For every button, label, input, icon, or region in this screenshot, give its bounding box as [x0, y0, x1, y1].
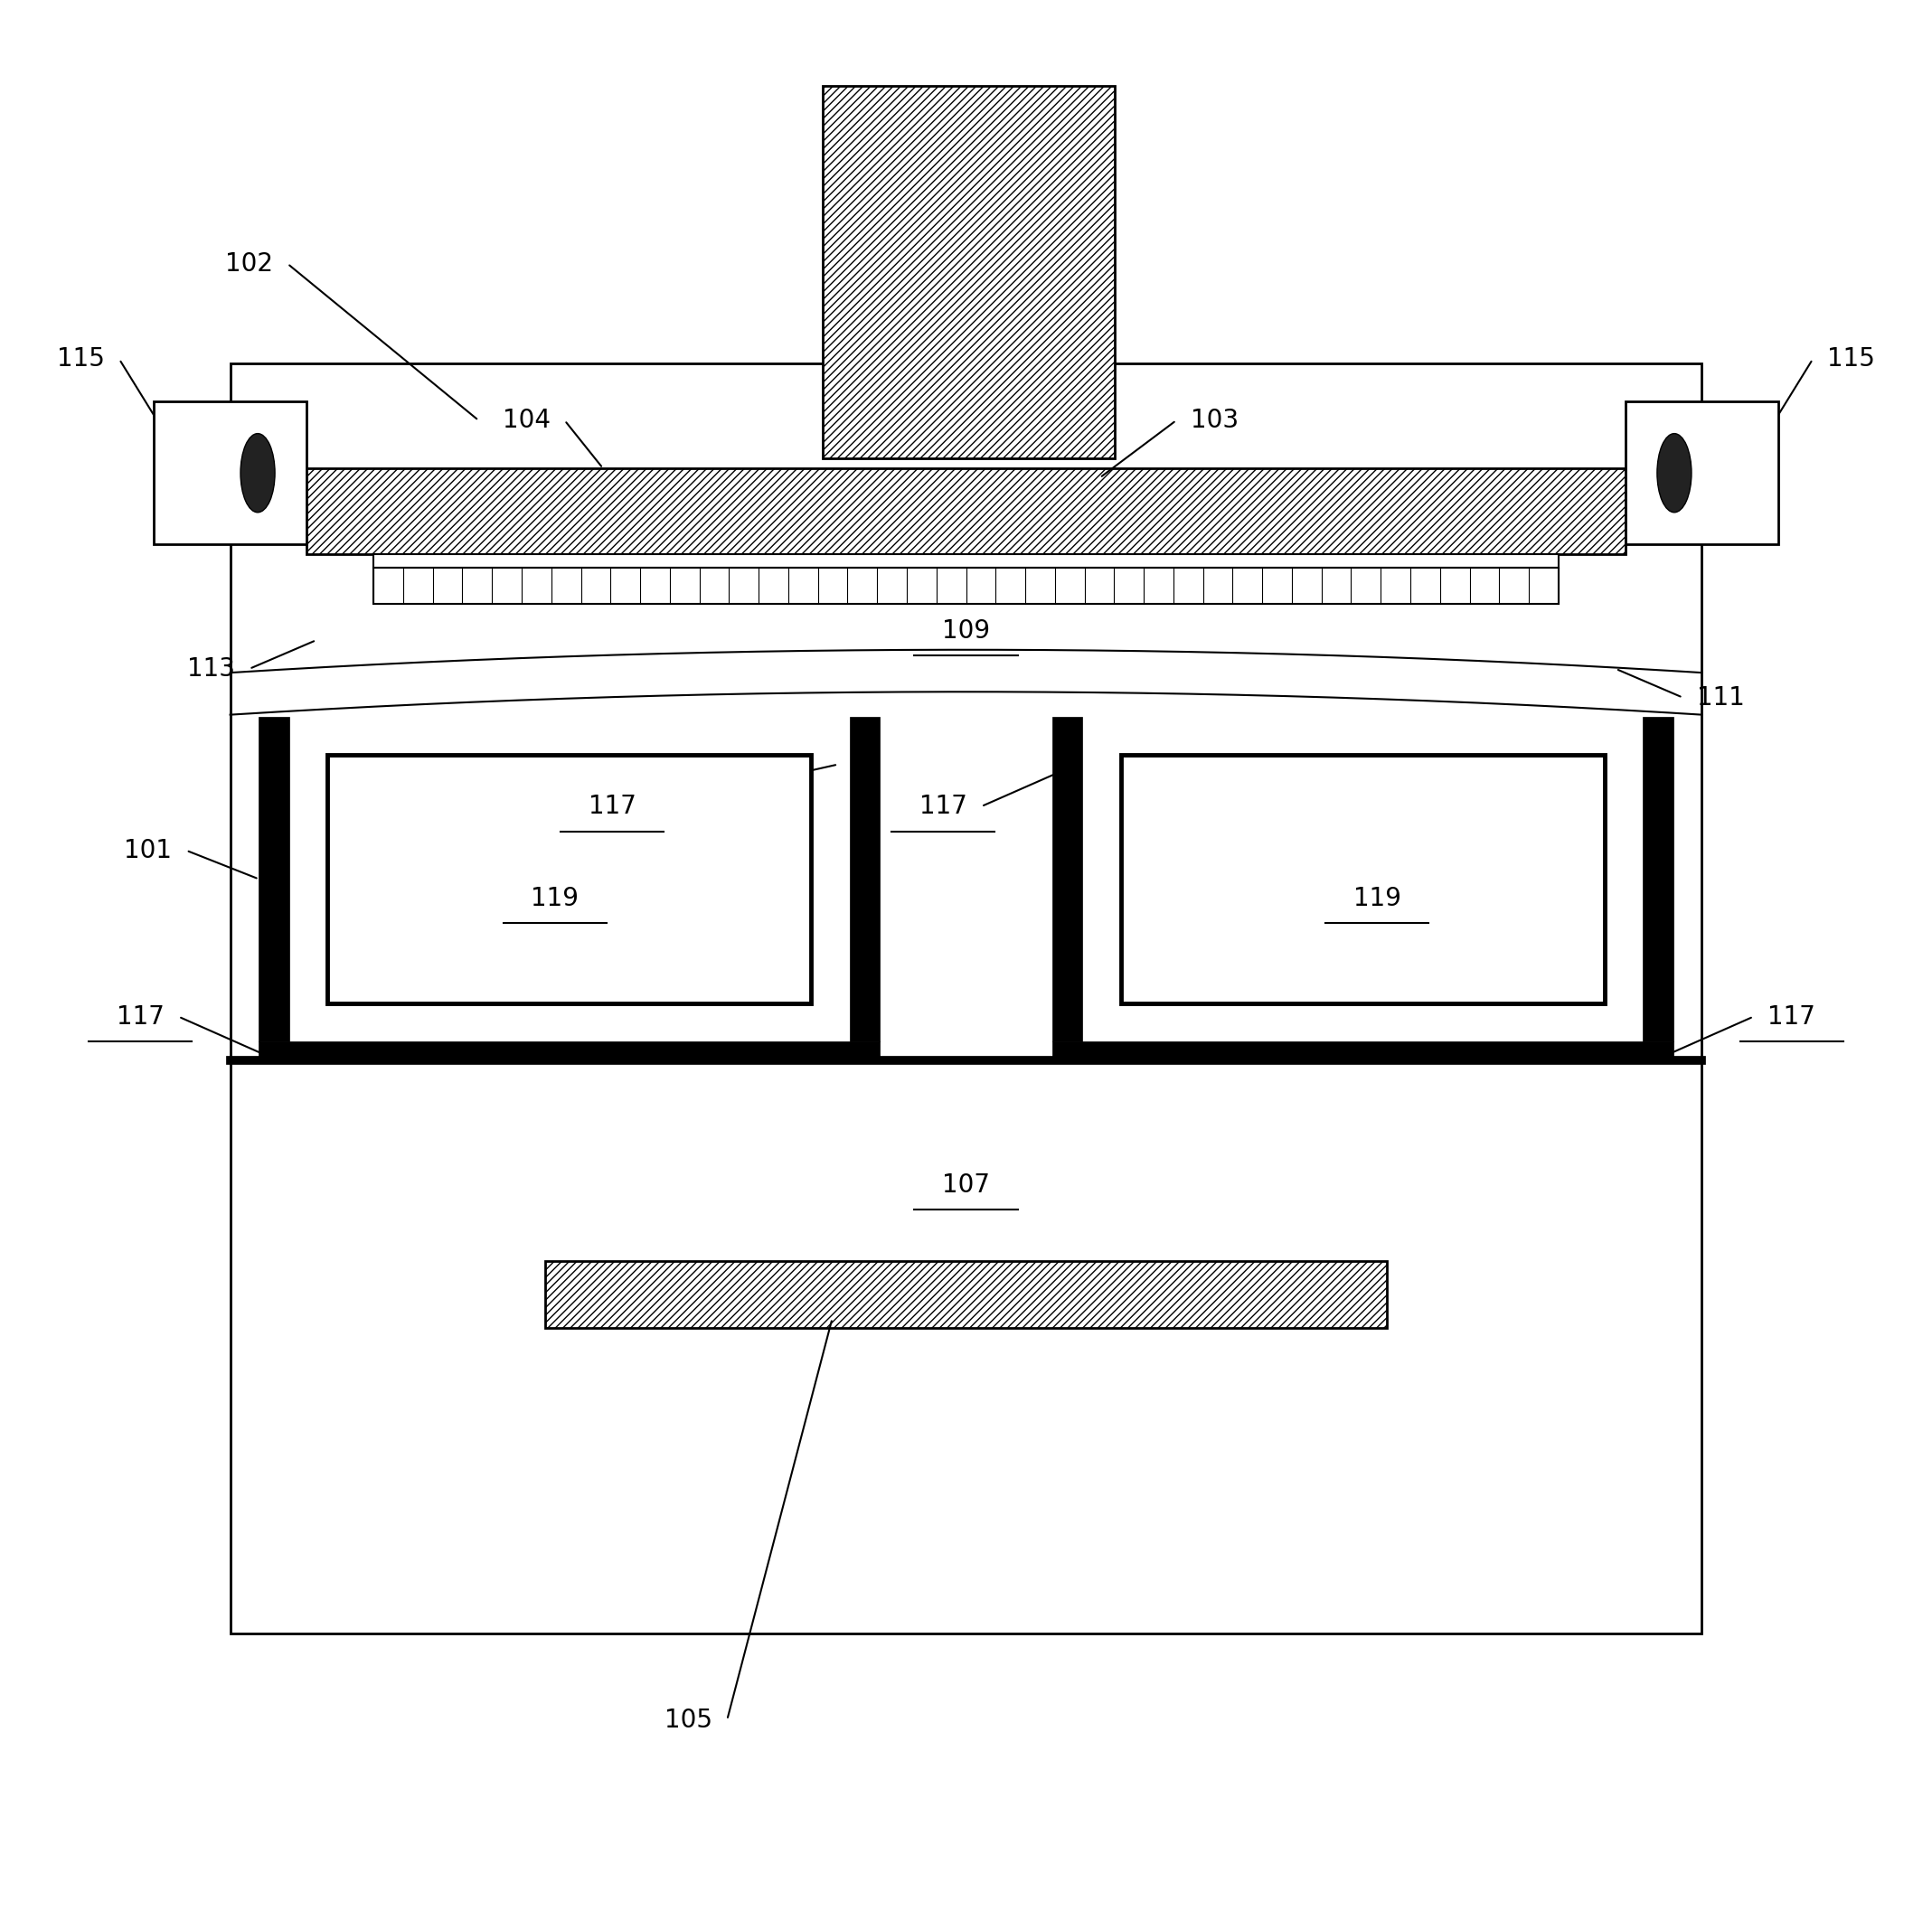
Bar: [373, 568, 1559, 604]
Bar: [373, 554, 1559, 568]
Bar: [545, 1261, 1387, 1328]
Bar: [1053, 1041, 1673, 1061]
Text: 115: 115: [1828, 346, 1874, 373]
Text: 102: 102: [226, 250, 272, 277]
Bar: [1625, 401, 1777, 545]
Text: 119: 119: [1352, 885, 1401, 912]
Text: 115: 115: [58, 346, 104, 373]
Bar: [155, 401, 307, 545]
Text: 111: 111: [1696, 684, 1745, 711]
Bar: [1642, 717, 1673, 1041]
Bar: [259, 1041, 879, 1061]
Bar: [259, 717, 290, 1041]
Bar: [307, 468, 1625, 554]
Bar: [1121, 755, 1604, 1003]
Bar: [823, 86, 1115, 459]
Text: 119: 119: [531, 885, 580, 912]
Text: 117: 117: [116, 1003, 164, 1030]
Bar: [1053, 717, 1082, 1041]
Ellipse shape: [1658, 434, 1692, 512]
Text: 117: 117: [920, 793, 968, 820]
Bar: [230, 363, 1702, 1634]
Text: 117: 117: [1768, 1003, 1816, 1030]
Text: 107: 107: [943, 1171, 989, 1198]
Text: 103: 103: [1190, 407, 1238, 434]
Text: 117: 117: [589, 793, 636, 820]
Text: 104: 104: [502, 407, 551, 434]
Text: 109: 109: [943, 617, 989, 644]
Text: 101: 101: [124, 837, 172, 864]
Text: 105: 105: [665, 1707, 713, 1733]
Bar: [850, 717, 879, 1041]
Bar: [328, 755, 811, 1003]
Ellipse shape: [240, 434, 274, 512]
Text: 113: 113: [187, 655, 236, 682]
